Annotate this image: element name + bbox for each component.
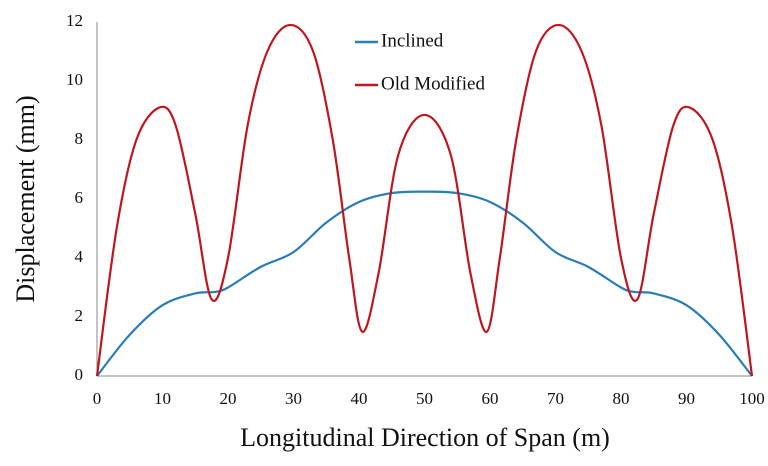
x-tick-label: 100 [739, 389, 765, 408]
x-tick-label: 90 [678, 389, 695, 408]
y-tick-label: 0 [75, 365, 84, 384]
legend-label: Old Modified [381, 73, 485, 94]
x-axis-title: Longitudinal Direction of Span (m) [240, 423, 610, 452]
y-tick-label: 8 [75, 129, 84, 148]
x-tick-label: 80 [613, 389, 630, 408]
x-tick-label: 10 [154, 389, 171, 408]
y-axis-title: Displacement (mm) [11, 95, 40, 302]
line-series [95, 23, 754, 377]
x-tick-label: 50 [416, 389, 433, 408]
y-tick-label: 6 [75, 188, 84, 207]
x-tick-label: 30 [285, 389, 302, 408]
y-tick-label: 10 [66, 70, 83, 89]
x-tick-label: 70 [547, 389, 564, 408]
y-tick-label: 4 [75, 247, 84, 266]
x-tick-label: 40 [351, 389, 368, 408]
legend-label: Inclined [381, 30, 444, 51]
x-tick-label: 20 [220, 389, 237, 408]
y-tick-label: 12 [66, 11, 83, 30]
x-tick-label: 0 [93, 389, 102, 408]
x-tick-label: 60 [482, 389, 499, 408]
y-tick-label: 2 [75, 306, 84, 325]
